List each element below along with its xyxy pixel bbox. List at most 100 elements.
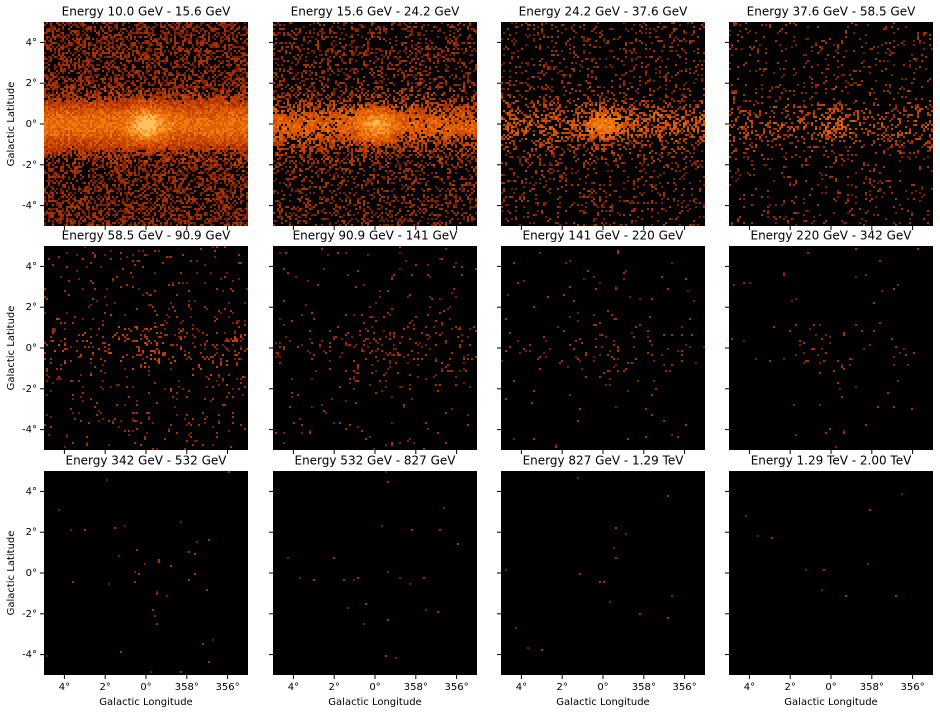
count-pixel — [70, 204, 72, 206]
count-pixel — [94, 144, 96, 146]
count-pixel — [172, 100, 174, 102]
count-pixel — [186, 30, 188, 32]
count-pixel — [112, 108, 114, 110]
count-pixel — [94, 74, 96, 76]
count-pixel — [144, 196, 146, 198]
count-pixel — [52, 194, 54, 196]
count-pixel — [134, 116, 136, 118]
count-pixel — [102, 200, 104, 202]
count-pixel — [130, 134, 132, 136]
count-pixel — [192, 118, 194, 120]
count-pixel — [178, 42, 180, 44]
count-pixel — [72, 120, 74, 122]
count-pixel — [162, 76, 164, 78]
count-pixel — [140, 132, 142, 134]
count-pixel — [94, 158, 96, 160]
count-pixel — [182, 110, 184, 112]
count-pixel — [78, 64, 80, 66]
count-pixel — [158, 118, 160, 120]
count-pixel — [74, 64, 76, 66]
count-pixel — [166, 132, 168, 134]
count-pixel — [164, 138, 166, 140]
count-pixel — [174, 172, 176, 174]
count-pixel — [68, 40, 70, 42]
count-pixel — [168, 116, 170, 118]
count-pixel — [106, 134, 108, 136]
count-pixel — [132, 146, 134, 148]
count-pixel — [44, 124, 46, 126]
count-pixel — [156, 38, 158, 40]
count-pixel — [152, 78, 154, 80]
count-pixel — [148, 172, 150, 174]
count-pixel — [64, 138, 66, 140]
count-pixel — [122, 78, 124, 80]
count-pixel — [128, 134, 130, 136]
count-pixel — [130, 166, 132, 168]
count-pixel — [52, 160, 54, 162]
count-pixel — [76, 170, 78, 172]
count-pixel — [86, 60, 88, 62]
count-pixel — [178, 168, 180, 170]
count-pixel — [144, 98, 146, 100]
count-pixel — [126, 212, 128, 214]
count-pixel — [162, 190, 164, 192]
count-pixel — [62, 122, 64, 124]
count-pixel — [60, 40, 62, 42]
count-pixel — [162, 104, 164, 106]
count-pixel — [174, 110, 176, 112]
count-pixel — [190, 42, 192, 44]
count-pixel — [52, 96, 54, 98]
count-pixel — [90, 82, 92, 84]
count-pixel — [104, 204, 106, 206]
count-pixel — [88, 138, 90, 140]
count-pixel — [186, 124, 188, 126]
count-pixel — [84, 46, 86, 48]
count-pixel — [180, 188, 182, 190]
count-pixel — [122, 144, 124, 146]
count-pixel — [158, 124, 160, 126]
count-pixel — [82, 120, 84, 122]
count-pixel — [100, 108, 102, 110]
count-pixel — [68, 178, 70, 180]
count-pixel — [142, 74, 144, 76]
count-pixel — [66, 80, 68, 82]
count-pixel — [170, 202, 172, 204]
count-pixel — [108, 30, 110, 32]
count-pixel — [88, 102, 90, 104]
count-pixel — [150, 122, 152, 124]
count-pixel — [118, 130, 120, 132]
count-pixel — [86, 110, 88, 112]
count-pixel — [84, 76, 86, 78]
count-pixel — [172, 68, 174, 70]
count-pixel — [130, 162, 132, 164]
count-pixel — [172, 138, 174, 140]
count-pixel — [148, 224, 150, 226]
count-pixel — [78, 128, 80, 130]
count-pixel — [68, 68, 70, 70]
count-pixel — [178, 134, 180, 136]
count-pixel — [86, 206, 88, 208]
count-pixel — [62, 126, 64, 128]
count-pixel — [176, 142, 178, 144]
count-pixel — [54, 208, 56, 210]
count-pixel — [70, 26, 72, 28]
count-pixel — [102, 114, 104, 116]
count-pixel — [140, 56, 142, 58]
count-pixel — [60, 36, 62, 38]
count-pixel — [184, 162, 186, 164]
count-pixel — [110, 86, 112, 88]
count-pixel — [96, 90, 98, 92]
count-pixel — [122, 146, 124, 148]
count-pixel — [52, 76, 54, 78]
count-pixel — [138, 104, 140, 106]
count-pixel — [124, 164, 126, 166]
count-pixel — [144, 178, 146, 180]
count-pixel — [140, 96, 142, 98]
count-pixel — [184, 122, 186, 124]
count-pixel — [176, 70, 178, 72]
count-pixel — [134, 140, 136, 142]
count-pixel — [150, 74, 152, 76]
count-pixel — [158, 64, 160, 66]
count-pixel — [48, 44, 50, 46]
count-pixel — [96, 98, 98, 100]
